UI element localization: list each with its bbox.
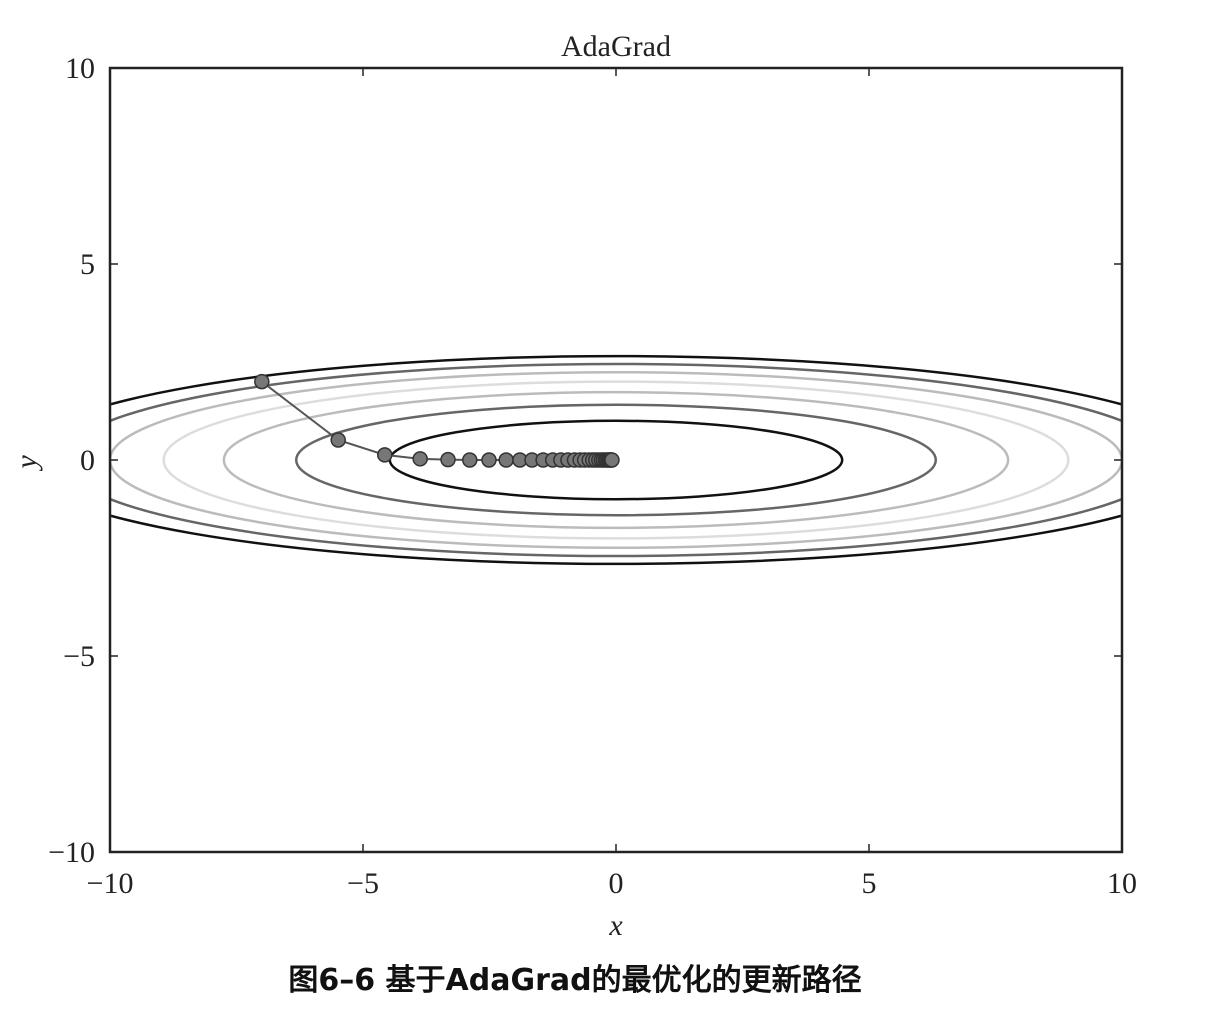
contour (162, 380, 1070, 540)
path-point (254, 373, 270, 390)
path-point (440, 451, 456, 468)
chart-title: AdaGrad (561, 30, 671, 63)
x-tick-label: 10 (1107, 867, 1137, 900)
path-point (498, 452, 514, 468)
y-axis-label: y (10, 455, 43, 472)
path-point (330, 432, 346, 448)
contour (222, 390, 1010, 530)
y-tick-label: 10 (65, 52, 95, 85)
x-axis-label: x (608, 909, 623, 942)
x-tick-label: 5 (862, 867, 877, 900)
path-point (412, 451, 428, 467)
y-tick-label: −5 (63, 640, 95, 673)
x-tick-label: −5 (347, 867, 379, 900)
contour (110, 370, 1122, 550)
path-point (377, 447, 393, 463)
contour (110, 354, 1122, 566)
contour (110, 362, 1122, 558)
x-tick-label: −10 (87, 867, 134, 900)
caption: 图6–6 基于AdaGrad的最优化的更新路径 (288, 963, 861, 998)
plot-area (110, 354, 1122, 566)
y-tick-label: −10 (48, 836, 95, 869)
path-point (481, 452, 497, 468)
y-tick-label: 0 (80, 444, 95, 477)
y-tick-label: 5 (80, 248, 95, 281)
x-tick-label: 0 (609, 867, 624, 900)
path-point (604, 452, 620, 468)
contour (294, 403, 938, 517)
path-point (462, 452, 478, 468)
